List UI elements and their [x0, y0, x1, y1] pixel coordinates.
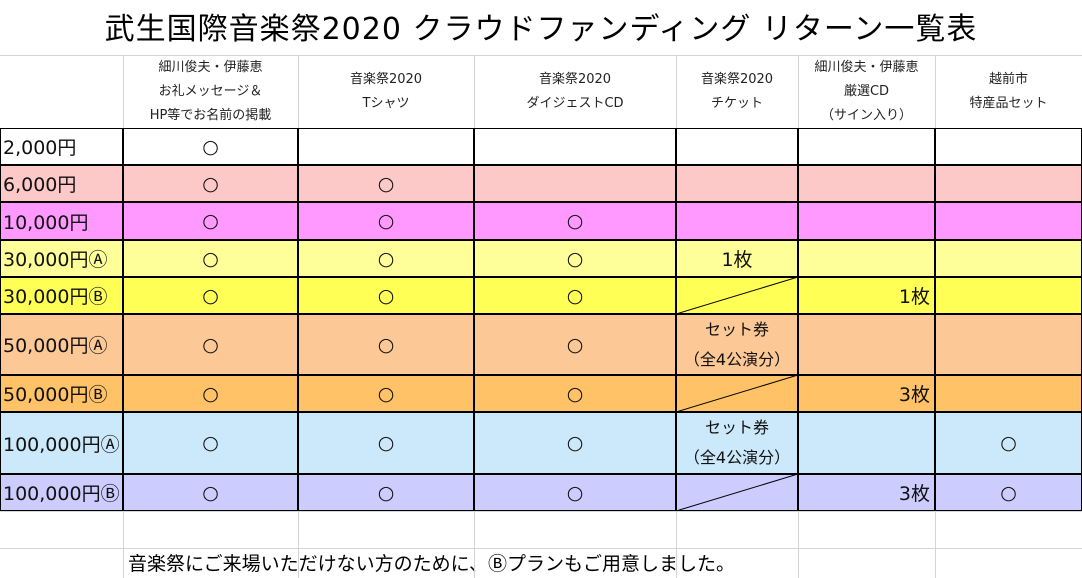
cell [298, 128, 474, 165]
row-label: 100,000円Ⓑ [0, 474, 123, 511]
diagonal-line [676, 375, 798, 412]
cell: ○ [298, 165, 474, 202]
cell [798, 202, 935, 240]
cell: ○ [123, 240, 298, 277]
diagonal [676, 277, 798, 314]
cell [935, 128, 1082, 165]
header-line: 音楽祭2020 [538, 71, 612, 87]
cell [798, 240, 935, 277]
cell: ○ [123, 165, 298, 202]
cell-line: セット券 [704, 319, 769, 339]
header-line: お礼メッセージ＆ [158, 83, 263, 99]
cell [676, 277, 798, 314]
row-label: 2,000円 [0, 128, 123, 165]
column-header: 細川俊夫・伊藤恵 お礼メッセージ＆ HP等でお名前の掲載 [123, 55, 298, 128]
header-line: 音楽祭2020 [700, 71, 774, 87]
cell [935, 277, 1082, 314]
column-header: 越前市 特産品セット [935, 55, 1082, 128]
cell-line: セット券 [704, 418, 769, 437]
diagonal [676, 375, 798, 412]
cell: ○ [298, 412, 474, 474]
grid-line [0, 55, 1082, 56]
cell [474, 165, 676, 202]
cell [676, 375, 798, 412]
cell [798, 128, 935, 165]
diagonal-line [676, 474, 798, 511]
row-label: 30,000円Ⓑ [0, 277, 123, 314]
header-line: 越前市 [988, 71, 1028, 87]
cell: 3枚 [798, 375, 935, 412]
column-header: 細川俊夫・伊藤恵 厳選CD （サイン入り） [798, 55, 935, 128]
cell: ○ [298, 474, 474, 511]
cell: ○ [298, 314, 474, 375]
header-line: （サイン入り） [820, 107, 912, 123]
cell [935, 165, 1082, 202]
cell [798, 412, 935, 474]
header-line: 音楽祭2020 [349, 71, 423, 87]
grid-line [0, 511, 1082, 512]
cell [935, 375, 1082, 412]
grid-line [0, 548, 1082, 549]
cell: ○ [474, 202, 676, 240]
diagonal [676, 474, 798, 511]
cell: ○ [474, 412, 676, 474]
cell: ○ [474, 240, 676, 277]
cell: セット券 （全4公演分） [676, 314, 798, 375]
cell-line: （全4公演分） [683, 448, 791, 467]
note: 音楽祭にご来場いただけない方のために、Ⓑプランもご用意しました。 [128, 553, 736, 575]
header-line: ダイジェストCD [526, 95, 624, 111]
cell [474, 128, 676, 165]
cell [676, 474, 798, 511]
cell [935, 240, 1082, 277]
row-label: 10,000円 [0, 202, 123, 240]
cell [935, 202, 1082, 240]
header-line: 細川俊夫・伊藤恵 [158, 59, 263, 75]
cell: ○ [123, 277, 298, 314]
cell: ○ [474, 277, 676, 314]
cell [935, 314, 1082, 375]
cell: ○ [298, 277, 474, 314]
title: 武生国際音楽祭2020 クラウドファンディング リターン一覧表 [104, 12, 978, 47]
cell: ○ [298, 375, 474, 412]
row-label: 30,000円Ⓐ [0, 240, 123, 277]
header-line: 細川俊夫・伊藤恵 [814, 59, 919, 75]
diagonal-line [676, 277, 798, 314]
cell: ○ [123, 128, 298, 165]
cell: ○ [123, 202, 298, 240]
cell [676, 165, 798, 202]
column-header: 音楽祭2020 ダイジェストCD [474, 55, 676, 128]
row-label: 100,000円Ⓐ [0, 412, 123, 474]
row-label: 50,000円Ⓐ [0, 314, 123, 375]
header-line: Tシャツ [362, 95, 410, 111]
cell [798, 314, 935, 375]
cell: 1枚 [798, 277, 935, 314]
cell: 3枚 [798, 474, 935, 511]
cell: ○ [298, 202, 474, 240]
cell [676, 202, 798, 240]
cell: ○ [474, 375, 676, 412]
cell: ○ [123, 314, 298, 375]
column-header: 音楽祭2020 Tシャツ [298, 55, 474, 128]
cell: ○ [123, 375, 298, 412]
cell: ○ [474, 474, 676, 511]
row-label: 6,000円 [0, 165, 123, 202]
cell [798, 165, 935, 202]
header-line: チケット [710, 95, 763, 111]
row-label: 50,000円Ⓑ [0, 375, 123, 412]
cell: セット券 （全4公演分） [676, 412, 798, 474]
cell: ○ [935, 474, 1082, 511]
header-line: 厳選CD [843, 83, 890, 99]
cell-line: （全4公演分） [683, 349, 791, 369]
cell: ○ [935, 412, 1082, 474]
cell: ○ [123, 474, 298, 511]
cell: ○ [123, 412, 298, 474]
header-line: HP等でお名前の掲載 [149, 107, 272, 123]
cell: ○ [298, 240, 474, 277]
cell [676, 128, 798, 165]
header-line: 特産品セット [969, 95, 1048, 111]
cell: 1枚 [676, 240, 798, 277]
column-header: 音楽祭2020 チケット [676, 55, 798, 128]
cell: ○ [474, 314, 676, 375]
